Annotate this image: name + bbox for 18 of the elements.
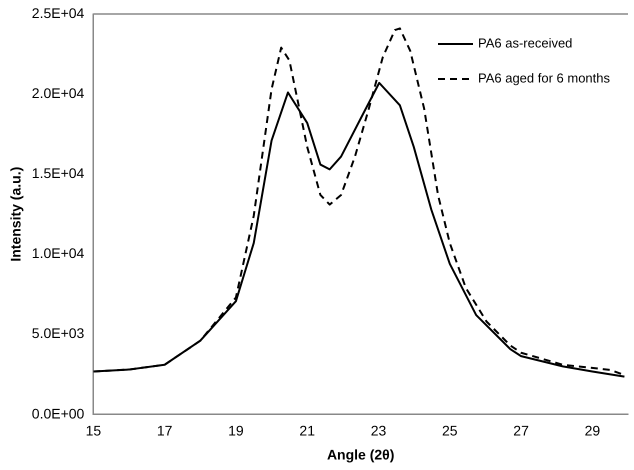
x-tick-label: 23 xyxy=(370,422,386,439)
y-tick-label: 2.5E+04 xyxy=(32,4,85,21)
y-axis-title: Intensity (a.u.) xyxy=(7,166,24,262)
y-tick-label: 5.0E+03 xyxy=(32,325,85,342)
x-tick-label: 25 xyxy=(442,422,458,439)
x-tick-label: 29 xyxy=(584,422,600,439)
x-tick-label: 27 xyxy=(513,422,530,439)
x-tick-label: 15 xyxy=(86,422,102,439)
legend-label: PA6 aged for 6 months xyxy=(478,70,611,86)
y-tick-label: 0.0E+00 xyxy=(32,405,85,422)
x-tick-label: 17 xyxy=(156,422,173,439)
x-axis-title: Angle (2θ) xyxy=(326,446,394,462)
legend-label: PA6 as-received xyxy=(478,36,572,51)
y-tick-label: 2.0E+04 xyxy=(32,84,85,101)
x-tick-label: 21 xyxy=(299,422,316,439)
y-tick-label: 1.5E+04 xyxy=(32,165,85,182)
y-tick-label: 1.0E+04 xyxy=(32,245,85,262)
x-tick-label: 19 xyxy=(228,422,244,439)
